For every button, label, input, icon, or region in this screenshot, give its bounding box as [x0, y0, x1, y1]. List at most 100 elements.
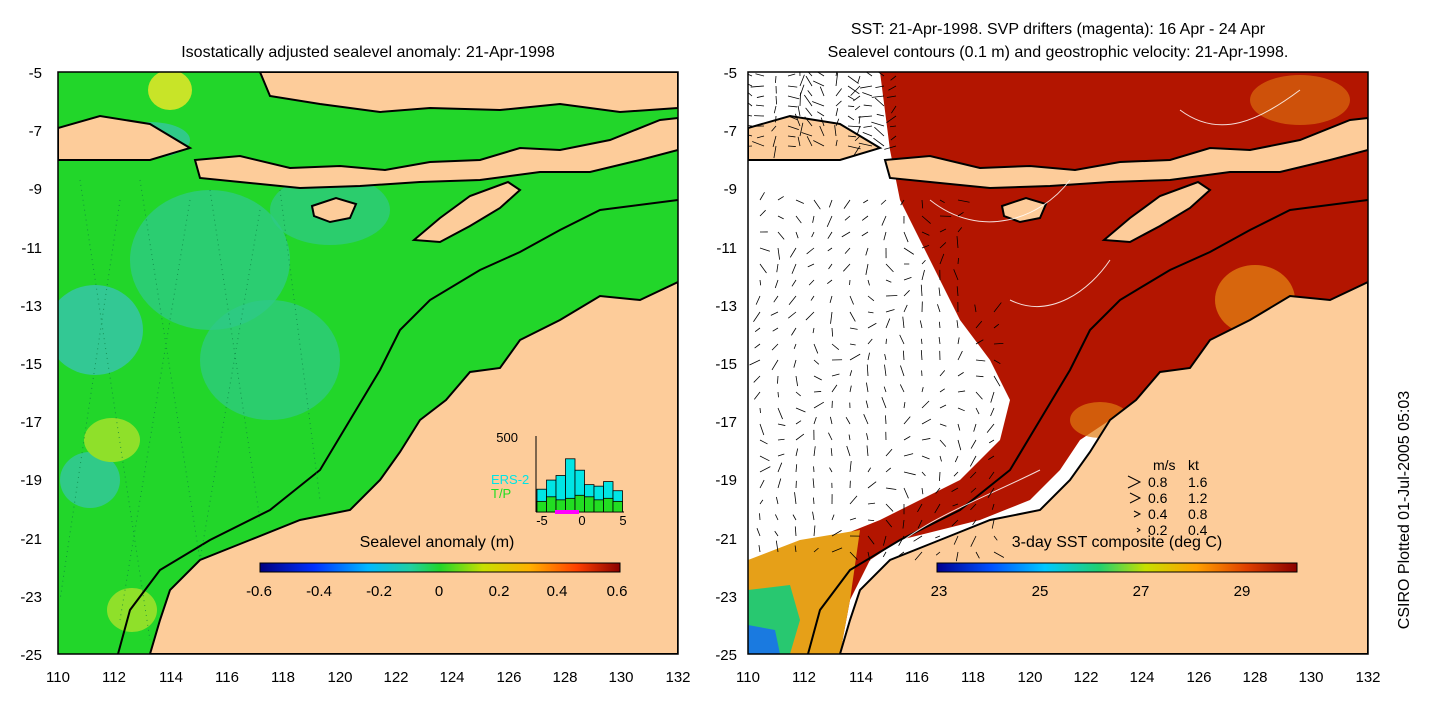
velocity-vector — [953, 471, 959, 477]
velocity-legend-ms: 0.8 — [1148, 474, 1168, 490]
velocity-vector — [787, 95, 800, 100]
velocity-vector — [831, 384, 838, 393]
velocity-vector — [954, 455, 959, 463]
velocity-vector — [849, 295, 854, 305]
right-y-tick: -11 — [716, 240, 737, 257]
velocity-vector — [793, 359, 797, 368]
velocity-vector — [795, 391, 801, 397]
velocity-vector — [890, 75, 897, 81]
right-y-tick: -13 — [715, 298, 737, 315]
velocity-vector — [866, 72, 873, 77]
velocity-vector — [794, 492, 797, 505]
velocity-vector — [813, 446, 816, 457]
velocity-vector — [969, 455, 977, 467]
velocity-vector — [903, 471, 916, 476]
right-x-tick: 110 — [736, 669, 760, 686]
velocity-vector — [935, 487, 941, 494]
velocity-vector — [748, 115, 753, 117]
velocity-vector — [771, 125, 777, 132]
velocity-vector — [939, 423, 947, 427]
right-y-tick: -5 — [724, 65, 737, 82]
velocity-vector — [819, 86, 825, 97]
velocity-vector — [865, 247, 869, 256]
velocity-vector — [829, 416, 833, 425]
velocity-vector — [969, 471, 977, 479]
velocity-vector — [787, 85, 798, 88]
velocity-vector — [993, 302, 1002, 313]
velocity-vector — [753, 311, 761, 322]
right-colorbar-tick: 25 — [1032, 583, 1049, 600]
velocity-vector — [813, 401, 825, 409]
velocity-vector — [776, 263, 779, 273]
right-y-tick: -19 — [715, 472, 737, 489]
left-y-axis-labels: -5 -7 -9 -11 -13 -15 -17 -19 -21 -23 -25 — [20, 65, 42, 664]
left-x-tick: 114 — [159, 669, 183, 686]
velocity-vector — [847, 125, 861, 128]
velocity-vector — [902, 519, 905, 529]
right-x-tick: 130 — [1298, 669, 1323, 686]
velocity-vector — [795, 448, 799, 457]
velocity-vector — [849, 311, 856, 322]
velocity-vector — [993, 375, 1001, 387]
velocity-vector — [884, 145, 897, 150]
left-y-tick: -17 — [20, 414, 42, 431]
velocity-vector — [759, 423, 765, 436]
velocity-vector — [777, 462, 783, 473]
velocity-vector — [795, 464, 798, 473]
velocity-vector — [866, 445, 869, 457]
velocity-vector — [860, 85, 873, 89]
velocity-vector — [957, 257, 959, 265]
velocity-vector — [775, 540, 779, 553]
velocity-vector — [758, 545, 761, 553]
left-land-timor — [411, 180, 522, 244]
velocity-vector — [899, 384, 905, 393]
velocity-vector — [787, 105, 798, 108]
velocity-vector — [878, 72, 885, 77]
left-x-tick: 110 — [46, 669, 70, 686]
left-anomaly-high — [148, 72, 192, 110]
velocity-vector — [871, 121, 885, 127]
left-x-tick: 122 — [383, 669, 408, 686]
velocity-vector — [921, 400, 930, 409]
velocity-vector — [813, 416, 817, 425]
velocity-vector — [850, 85, 861, 96]
velocity-legend-kt: 1.6 — [1188, 474, 1208, 490]
right-colorbar-tick: 27 — [1133, 583, 1150, 600]
velocity-vector — [939, 242, 947, 249]
right-colorbar — [936, 562, 1298, 573]
left-colorbar-tick: 0 — [435, 583, 443, 600]
velocity-vector — [891, 105, 897, 114]
right-y-axis-labels: -5 -7 -9 -11 -13 -15 -17 -19 -21 -23 -25 — [715, 65, 737, 664]
velocity-vector — [914, 551, 923, 561]
velocity-vector — [813, 359, 820, 365]
velocity-vector — [951, 487, 959, 493]
velocity-vector — [935, 551, 941, 556]
left-y-tick: -23 — [20, 589, 42, 606]
left-y-tick: -7 — [29, 123, 42, 140]
velocity-vector — [791, 263, 797, 274]
velocity-vector — [807, 263, 815, 268]
right-x-tick: 116 — [905, 669, 929, 686]
right-map — [748, 72, 1368, 654]
velocity-vector — [920, 284, 923, 297]
velocity-vector — [775, 75, 777, 83]
velocity-vector — [777, 375, 779, 384]
velocity-vector — [830, 311, 833, 324]
velocity-vector — [991, 503, 995, 510]
velocity-vector — [774, 279, 779, 289]
velocity-vector — [813, 547, 819, 553]
velocity-vector — [849, 460, 852, 473]
velocity-vector — [777, 215, 784, 220]
velocity-vector — [844, 247, 851, 254]
velocity-vector — [867, 311, 874, 314]
velocity-vector — [862, 92, 873, 97]
velocity-vector — [793, 343, 797, 349]
velocity-vector — [792, 514, 797, 521]
velocity-vector — [867, 551, 871, 561]
velocity-vector — [903, 453, 914, 457]
velocity-vector — [866, 364, 869, 377]
velocity-vector — [773, 105, 777, 114]
velocity-legend-ms: 0.4 — [1148, 506, 1168, 522]
velocity-vector — [849, 517, 857, 521]
right-x-tick: 112 — [792, 669, 816, 686]
